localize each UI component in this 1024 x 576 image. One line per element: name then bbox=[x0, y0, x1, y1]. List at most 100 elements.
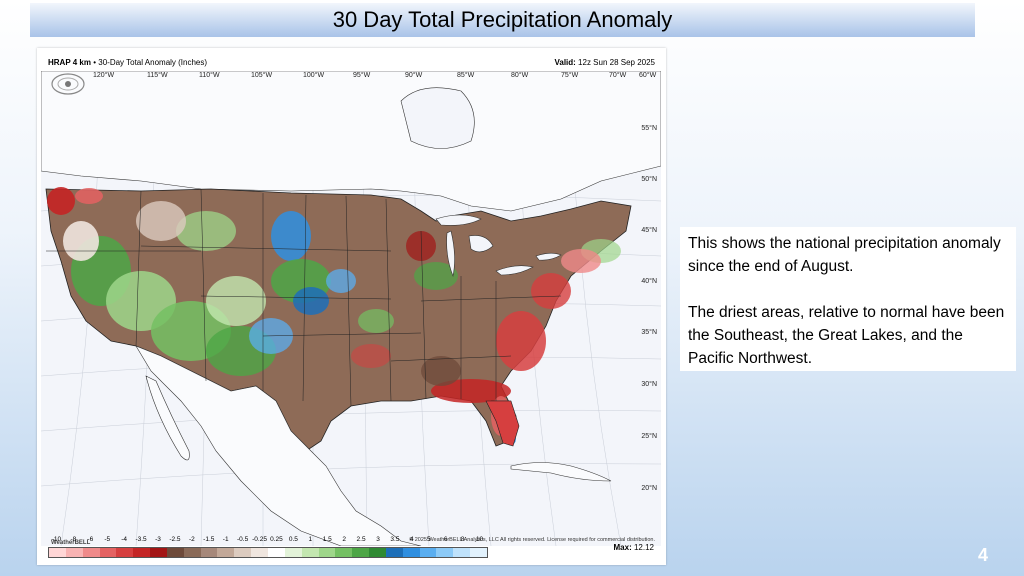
legend-tick-label: 3.5 bbox=[390, 536, 400, 543]
legend-tick-label: 2 bbox=[342, 536, 346, 543]
legend-tick-label: -3 bbox=[155, 536, 161, 543]
legend-swatch bbox=[116, 548, 134, 557]
legend-swatch bbox=[251, 548, 268, 557]
legend-tick-label: -8 bbox=[70, 536, 77, 543]
lat-label: 20°N bbox=[641, 485, 657, 492]
legend-swatch bbox=[267, 548, 285, 557]
logo-text: WeatherBELL bbox=[51, 540, 91, 546]
lon-label: 105°W bbox=[251, 72, 273, 79]
map-valid-value: 12z Sun 28 Sep 2025 bbox=[578, 58, 655, 67]
legend-swatch bbox=[385, 548, 403, 557]
legend-tick-label: -4 bbox=[121, 536, 128, 543]
legend-color-bar bbox=[48, 547, 488, 558]
precip-anomaly-map: HRAP 4 km • 30-Day Total Anomaly (Inches… bbox=[37, 48, 666, 565]
legend-tick-label: 10 bbox=[475, 536, 484, 543]
legend-tick-label: -1 bbox=[222, 536, 229, 543]
legend-swatch bbox=[301, 548, 319, 557]
legend-swatch bbox=[335, 548, 353, 557]
map-frame: 120°W 115°W 110°W 105°W 100°W 95°W 90°W … bbox=[41, 71, 661, 546]
map-valid-time: Valid: 12z Sun 28 Sep 2025 bbox=[554, 58, 655, 67]
legend-swatch bbox=[200, 548, 218, 557]
legend-swatch bbox=[402, 548, 420, 557]
legend-swatch bbox=[284, 548, 302, 557]
explanation-paragraph-2: The driest areas, relative to normal hav… bbox=[688, 304, 1005, 367]
legend-tick-label: -0.5 bbox=[237, 536, 249, 543]
legend-swatch bbox=[436, 548, 454, 557]
explanation-paragraph-1: This shows the national precipitation an… bbox=[688, 235, 1001, 275]
legend-tick-label: 6 bbox=[443, 536, 448, 543]
max-value: 12.12 bbox=[633, 543, 654, 552]
legend-tick-label: 0.25 bbox=[270, 536, 283, 543]
legend-tick-label: 5 bbox=[426, 536, 431, 543]
legend-swatch bbox=[318, 548, 336, 557]
legend-tick-label: -3.5 bbox=[135, 536, 147, 543]
legend-tick-label: -2 bbox=[188, 536, 195, 543]
legend-tick-label: 2.5 bbox=[356, 536, 366, 543]
lat-label: 35°N bbox=[641, 329, 657, 336]
legend-swatch bbox=[470, 548, 487, 557]
color-legend: -10 -8 -6 -5 -4 -3.5 -3 -2.5 -2 -1.5 -1 -0.5 -0.25 0.… bbox=[48, 536, 488, 562]
cuba-island bbox=[510, 462, 612, 482]
lon-label: 95°W bbox=[353, 72, 371, 79]
lon-label: 70°W bbox=[609, 72, 627, 79]
legend-tick-label: 0.5 bbox=[288, 536, 298, 543]
legend-swatch bbox=[217, 548, 235, 557]
slide-title: 30 Day Total Precipitation Anomaly bbox=[332, 7, 673, 32]
legend-tick-label: -0.25 bbox=[252, 536, 267, 543]
legend-swatch bbox=[150, 548, 167, 557]
great-lakes bbox=[435, 214, 562, 278]
legend-tick-label: 3 bbox=[376, 536, 380, 543]
slide-page-number: 4 bbox=[978, 545, 989, 565]
legend-swatch bbox=[99, 548, 117, 557]
lon-label: 60°W bbox=[639, 72, 657, 79]
map-graphic bbox=[41, 71, 661, 546]
legend-swatch bbox=[82, 548, 100, 557]
legend-tick-label: 1 bbox=[308, 536, 313, 543]
baja-peninsula bbox=[145, 375, 190, 461]
map-valid-label: Valid: bbox=[554, 58, 576, 67]
mexico-landmass bbox=[135, 345, 422, 546]
legend-tick-label: 4 bbox=[410, 536, 414, 543]
lon-label: 75°W bbox=[561, 72, 579, 79]
legend-labels: -10 -8 -6 -5 -4 -3.5 -3 -2.5 -2 -1.5 -1 -0.5 -0.25 0.… bbox=[48, 536, 488, 545]
legend-swatch bbox=[419, 548, 437, 557]
legend-tick-label: 8 bbox=[460, 536, 465, 543]
legend-swatch bbox=[65, 548, 83, 557]
legend-tick-label: -1.5 bbox=[203, 536, 215, 543]
map-description: 30-Day Total Anomaly (Inches) bbox=[98, 58, 208, 67]
legend-tick-label: -6 bbox=[87, 536, 94, 543]
lat-label: 30°N bbox=[641, 381, 657, 388]
map-header-separator: • bbox=[93, 58, 99, 67]
lat-label: 45°N bbox=[641, 227, 657, 234]
legend-swatch bbox=[352, 548, 370, 557]
lat-label: 40°N bbox=[641, 278, 657, 285]
lon-label: 115°W bbox=[147, 72, 168, 79]
canada-landmass bbox=[41, 71, 661, 212]
legend-swatch bbox=[49, 548, 66, 557]
lon-label: 80°W bbox=[511, 72, 529, 79]
legend-swatch bbox=[234, 548, 252, 557]
lon-label: 100°W bbox=[303, 72, 325, 79]
hudson-bay bbox=[400, 87, 475, 149]
legend-tick-label: -5 bbox=[104, 536, 111, 543]
legend-tick-label: 1.5 bbox=[322, 536, 332, 543]
anomaly-patches bbox=[47, 187, 621, 445]
explanation-textbox: This shows the national precipitation an… bbox=[680, 227, 1016, 371]
weatherbell-logo-icon bbox=[51, 73, 85, 95]
lat-label: 25°N bbox=[641, 433, 657, 440]
legend-swatch bbox=[133, 548, 151, 557]
map-credit: © 2025 WeatherBELL Analytics, LLC All ri… bbox=[409, 537, 655, 543]
slide-title-bar: 30 Day Total Precipitation Anomaly bbox=[30, 3, 975, 37]
florida bbox=[485, 400, 520, 447]
map-header-left: HRAP 4 km • 30-Day Total Anomaly (Inches… bbox=[48, 58, 207, 67]
lon-label: 110°W bbox=[199, 72, 220, 79]
map-header: HRAP 4 km • 30-Day Total Anomaly (Inches… bbox=[48, 58, 655, 70]
lon-label: 85°W bbox=[457, 72, 475, 79]
legend-swatch bbox=[166, 548, 184, 557]
lat-label: 55°N bbox=[641, 125, 657, 132]
lon-label: 90°W bbox=[405, 72, 423, 79]
legend-swatch bbox=[369, 548, 386, 557]
map-model-label: HRAP 4 km bbox=[48, 58, 91, 67]
max-value-label: Max: 12.12 bbox=[614, 543, 655, 552]
lon-label: 120°W bbox=[93, 72, 115, 79]
